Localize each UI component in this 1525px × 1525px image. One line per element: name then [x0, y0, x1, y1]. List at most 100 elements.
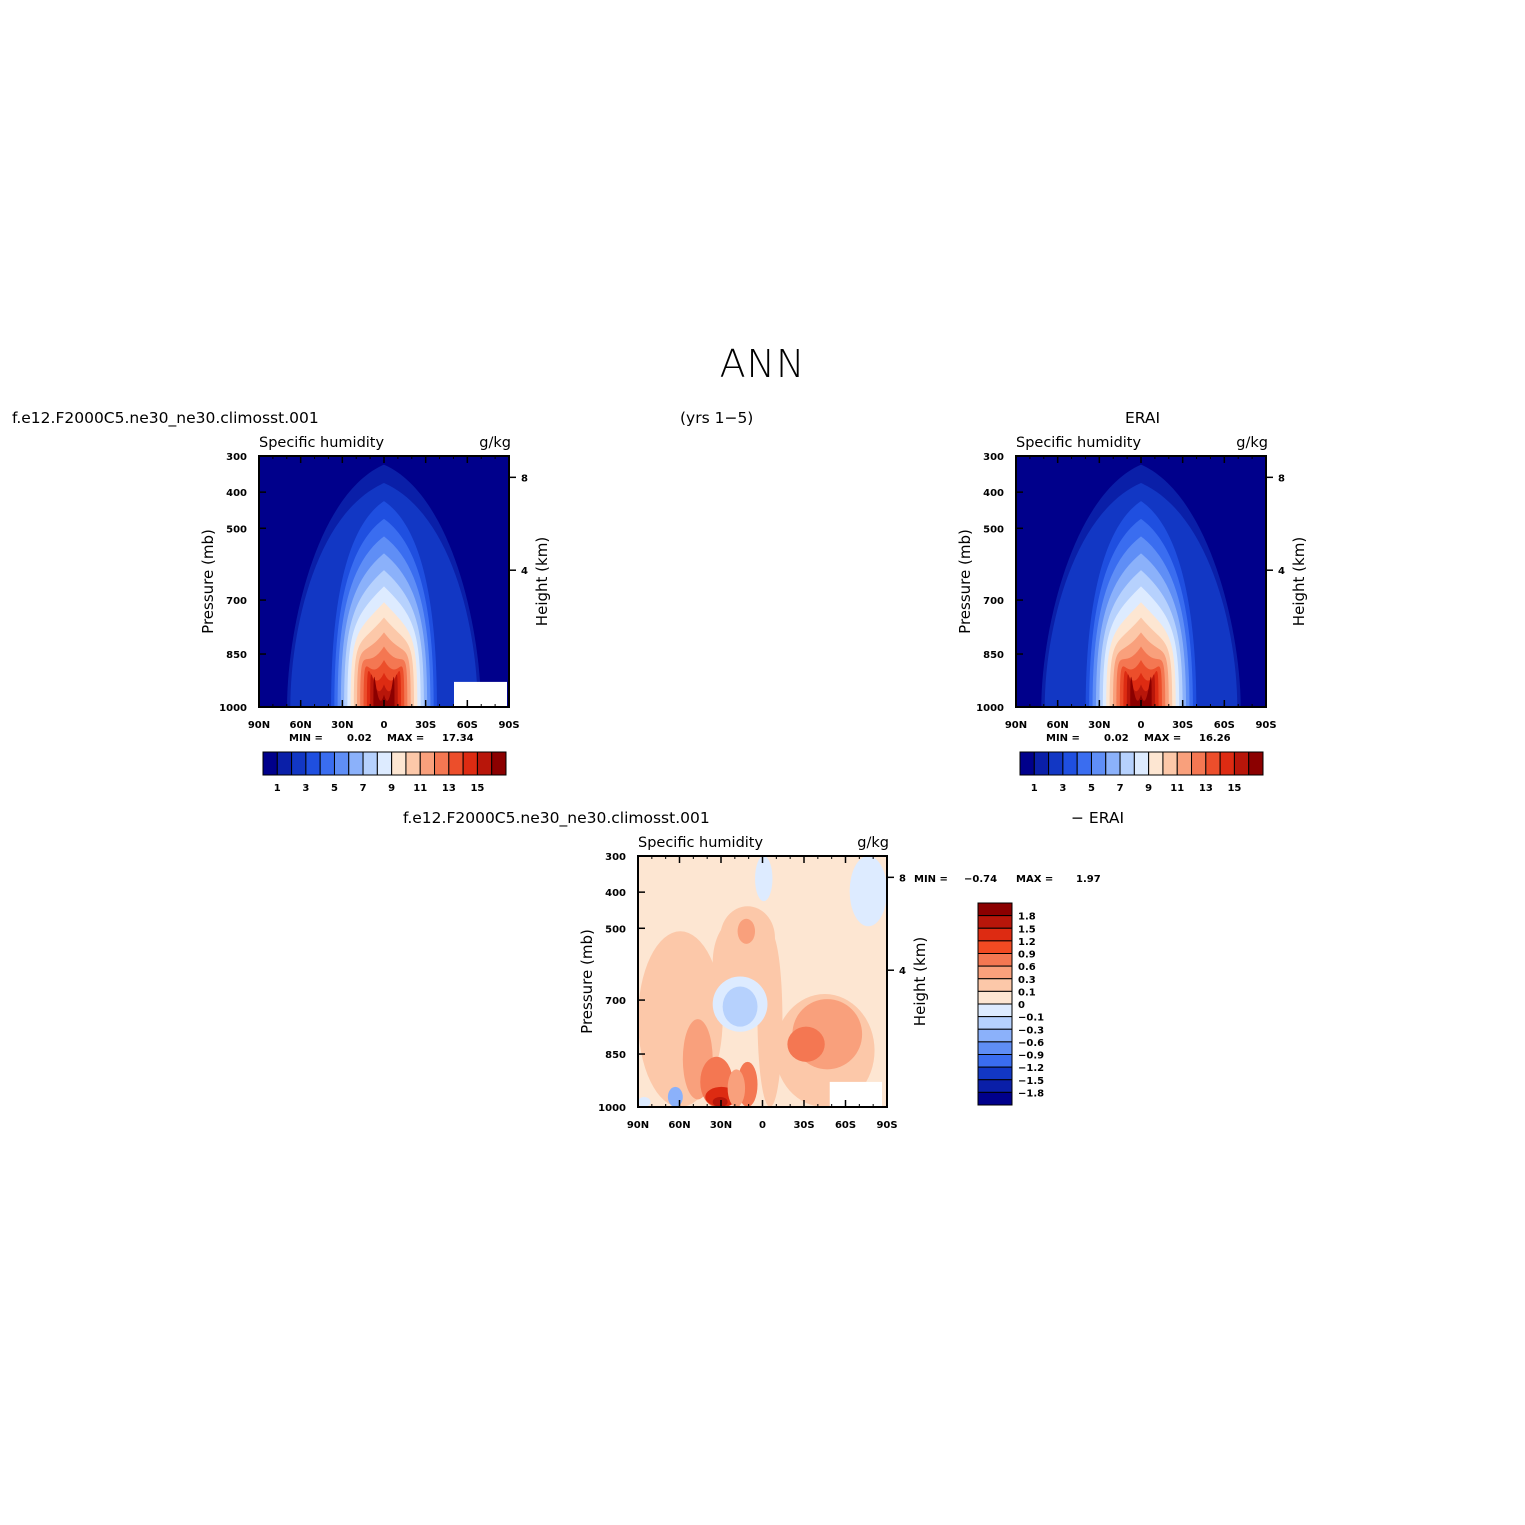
diff-contour-negative [722, 986, 758, 1027]
colorbar-label: 1.5 [1018, 924, 1036, 935]
max-value: 16.26 [1199, 733, 1231, 744]
colorbar-label: 0 [1018, 1000, 1025, 1011]
y2-axis-label: Height (km) [1290, 537, 1308, 626]
colorbar-box [977, 990, 1013, 1005]
colorbar-label: −0.9 [1018, 1051, 1044, 1062]
colorbar-label: 11 [1170, 783, 1184, 794]
colorbar-box [977, 965, 1013, 980]
y-tick-label: 700 [226, 596, 247, 607]
panel-units-2: g/kg [857, 835, 889, 851]
colorbar-label: 0.9 [1018, 950, 1036, 961]
colorbar-box [1233, 751, 1250, 776]
colorbar-box [977, 1028, 1013, 1043]
x-tick-label: 60S [835, 1120, 856, 1131]
x-tick-label: 60S [457, 720, 478, 731]
y2-tick-label: 8 [899, 873, 906, 884]
colorbar-box [1076, 751, 1092, 776]
colorbar-label: 3 [1059, 783, 1066, 794]
y-tick-label: 400 [226, 488, 247, 499]
colorbar-box [1162, 751, 1178, 776]
colorbar-label: 7 [1117, 783, 1124, 794]
colorbar-box [1191, 751, 1207, 776]
colorbar-box [1048, 751, 1064, 776]
y2-tick-label: 8 [521, 473, 528, 484]
diff-contour [737, 918, 756, 944]
max-label: MAX = [387, 733, 424, 744]
colorbar-box [1019, 751, 1035, 776]
colorbar-box [977, 1041, 1013, 1055]
y-tick-label: 850 [983, 650, 1004, 661]
y-axis-label: Pressure (mb) [199, 529, 217, 634]
colorbar-box [1033, 751, 1050, 776]
panel-model: Specific humidity g/kg 90N 60N 30N 0 30S 60S 90S… [199, 435, 551, 794]
min-label: MIN = [1046, 733, 1080, 744]
colorbar-label: 0.1 [1018, 987, 1036, 998]
colorbar-box [977, 953, 1013, 967]
colorbar-box [1105, 751, 1121, 776]
y-tick-label: 700 [983, 596, 1004, 607]
max-label: MAX = [1016, 874, 1053, 885]
colorbar-box [1176, 751, 1193, 776]
colorbar-box [305, 751, 321, 776]
y-tick-label: 1000 [976, 703, 1004, 714]
colorbar-label: 3 [302, 783, 309, 794]
missing-data-mask [454, 681, 507, 706]
colorbar-box [977, 1091, 1013, 1106]
panel-units-1: g/kg [1236, 435, 1268, 451]
colorbar-box [977, 1003, 1013, 1018]
diff-contour-negative [667, 1086, 683, 1107]
years-label: (yrs 1−5) [680, 409, 754, 427]
colorbar-box [291, 751, 307, 776]
diff-contour [712, 1096, 728, 1107]
min-label: MIN = [914, 874, 948, 885]
colorbar-box [977, 902, 1013, 917]
colorbar-box [1205, 751, 1221, 776]
x-tick-label: 30S [793, 1120, 814, 1131]
colorbar-box [977, 927, 1013, 942]
diff-contour-negative [849, 856, 887, 927]
diff-case-label: f.e12.F2000C5.ne30_ne30.climosst.001 [403, 809, 710, 827]
colorbar-label: −1.5 [1018, 1076, 1044, 1087]
y-tick-label: 500 [226, 524, 247, 535]
max-label: MAX = [1144, 733, 1181, 744]
colorbar-label: 15 [1227, 783, 1241, 794]
max-value: 1.97 [1076, 874, 1101, 885]
panel-difference: Specific humidity g/kg 90N 60N 30N 0 30S 60S 90S… [578, 835, 1101, 1131]
colorbar-box [1062, 751, 1078, 776]
max-value: 17.34 [442, 733, 474, 744]
x-tick-label: 0 [759, 1120, 766, 1131]
y-tick-label: 1000 [219, 703, 247, 714]
colorbar-box [319, 751, 335, 776]
colorbar-label: 5 [1088, 783, 1095, 794]
diff-contour [787, 1026, 825, 1062]
x-tick-label: 60S [1214, 720, 1235, 731]
colorbar-box [333, 751, 350, 776]
colorbar-box [419, 751, 436, 776]
colorbar-box [276, 751, 293, 776]
colorbar-label: −0.3 [1018, 1025, 1044, 1036]
x-tick-label: 30N [710, 1120, 732, 1131]
y-tick-label: 400 [605, 888, 626, 899]
colorbar-label: −1.8 [1018, 1088, 1044, 1099]
colorbar-label: −1.2 [1018, 1063, 1044, 1074]
y-tick-label: 500 [605, 924, 626, 935]
colorbar-label: 0.6 [1018, 962, 1036, 973]
colorbar-box [348, 751, 364, 776]
diff-contour-negative [638, 1096, 651, 1107]
colorbar-box [1248, 751, 1264, 776]
colorbar-label: 15 [470, 783, 484, 794]
y2-tick-label: 4 [899, 966, 906, 977]
contour-level [1130, 676, 1152, 707]
colorbar-label: 1.2 [1018, 937, 1036, 948]
colorbar-box [434, 751, 450, 776]
colorbar-label: 1 [274, 783, 281, 794]
y-tick-label: 400 [983, 488, 1004, 499]
colorbar-box [1133, 751, 1150, 776]
colorbar-label: 1.8 [1018, 912, 1036, 923]
colorbar-box [1219, 751, 1235, 776]
colorbar-box [362, 751, 378, 776]
colorbar-box [977, 1079, 1013, 1093]
x-tick-label: 90S [876, 1120, 897, 1131]
y-tick-label: 850 [226, 650, 247, 661]
x-tick-label: 90S [498, 720, 519, 731]
